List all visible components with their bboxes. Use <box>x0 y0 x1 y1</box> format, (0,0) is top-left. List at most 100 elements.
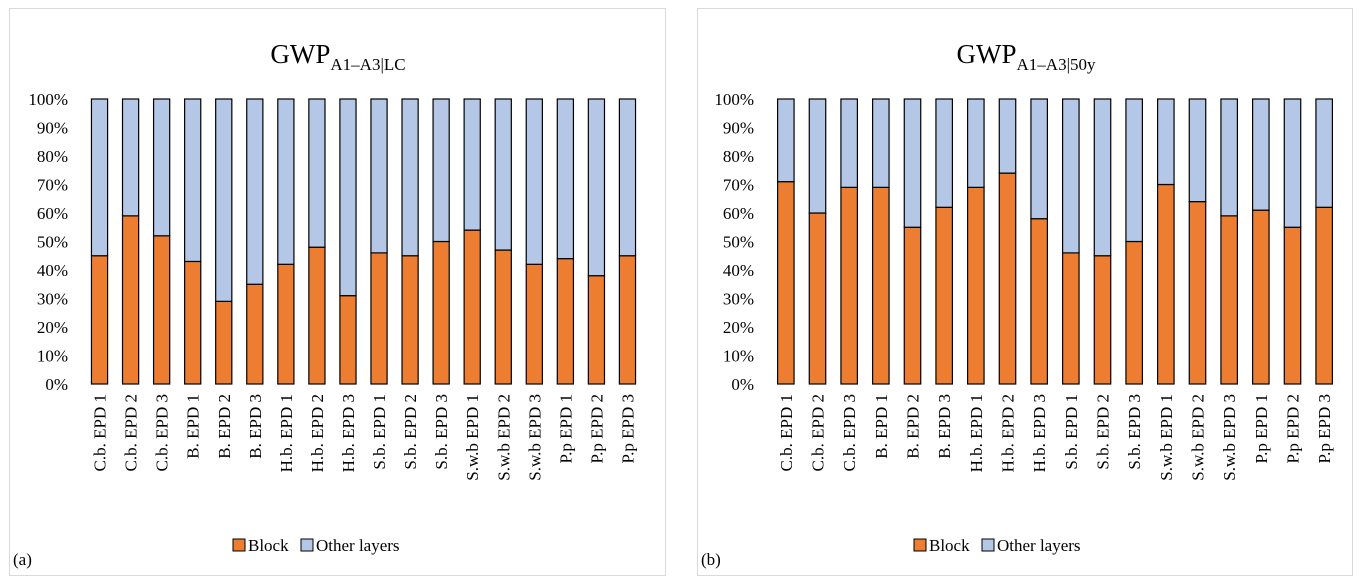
x-category-label: B. EPD 1 <box>872 394 891 459</box>
bar-segment-block <box>277 263 295 385</box>
bar-segment-block <box>1251 209 1270 385</box>
y-tick-label: 30% <box>723 290 754 309</box>
legend-item: Block <box>913 536 970 555</box>
chart-title: GWPA1–A3|50y <box>957 39 1096 74</box>
bar-segment-other-layers <box>556 98 575 260</box>
bar-segment-block <box>967 186 985 385</box>
legend-label: Other layers <box>997 536 1081 555</box>
x-category-label: S.w.b EPD 1 <box>1157 394 1176 481</box>
bar-segment-other-layers <box>808 98 827 214</box>
bar-segment-block <box>1030 218 1048 385</box>
x-category-label: H.b. EPD 1 <box>967 394 986 472</box>
bar-segment-other-layers <box>463 98 481 231</box>
y-tick-label: 20% <box>723 318 754 337</box>
x-category-label: S.b. EPD 2 <box>1094 394 1113 470</box>
x-category-label: S.w.b EPD 3 <box>1220 394 1239 481</box>
x-category-label: P.p EPD 1 <box>556 394 575 463</box>
bar-segment-other-layers <box>1283 98 1302 228</box>
bar-segment-block <box>840 186 859 385</box>
bar-segment-block <box>1315 206 1334 385</box>
bar-segment-block <box>998 172 1017 385</box>
x-category-label: B. EPD 2 <box>215 394 234 459</box>
bar-segment-other-layers <box>1157 98 1175 186</box>
y-tick-label: 50% <box>37 233 68 252</box>
bar-segment-other-layers <box>525 98 543 265</box>
bar-segment-block <box>556 258 575 385</box>
x-category-label: C.b. EPD 3 <box>153 394 172 471</box>
chart-title-main: GWP <box>957 39 1017 69</box>
bar-segment-other-layers <box>215 98 233 302</box>
x-category-label: S.b. EPD 3 <box>1125 394 1144 470</box>
chart-panel-a: GWPA1–A3|LC 0% 10% 20% 30% 40% 50% 60% 70% 80% 90%… <box>9 8 666 576</box>
bar-segment-block <box>215 300 233 385</box>
bar-segment-block <box>121 215 140 385</box>
bar-segment-other-layers <box>618 98 637 257</box>
y-tick-label: 10% <box>37 347 68 366</box>
bar-segment-other-layers <box>152 98 171 237</box>
x-category-label: P.p EPD 2 <box>587 394 606 463</box>
bar-segment-block <box>1283 226 1302 385</box>
bar-segment-block <box>370 252 388 385</box>
y-tick-label: 20% <box>37 318 68 337</box>
bar-segment-block <box>1093 255 1112 385</box>
x-category-label: P.p EPD 2 <box>1284 394 1303 463</box>
bar-segment-block <box>808 212 827 385</box>
bar-segment-other-layers <box>308 98 326 248</box>
y-tick-label: 0% <box>45 375 68 394</box>
y-tick-label: 40% <box>37 261 68 280</box>
bar-segment-block <box>463 229 481 385</box>
panel-label: (a) <box>13 550 32 569</box>
y-tick-label: 100% <box>714 90 754 109</box>
bar-segment-other-layers <box>401 98 419 257</box>
bar-segment-other-layers <box>121 98 140 217</box>
bar-segment-block <box>494 249 512 385</box>
bar-segment-block <box>618 255 637 385</box>
x-category-label: S.w.b EPD 2 <box>494 394 513 481</box>
bar-segment-block <box>90 255 109 385</box>
bar-segment-other-layers <box>935 98 954 208</box>
legend-item: Other layers <box>981 536 1081 555</box>
bar-segment-other-layers <box>1251 98 1270 211</box>
x-category-label: P.p EPD 3 <box>1315 394 1334 463</box>
x-category-label: C.b. EPD 2 <box>122 394 141 471</box>
x-category-label: H.b. EPD 2 <box>308 394 327 472</box>
x-category-label: C.b. EPD 3 <box>840 394 859 471</box>
bar-segment-block <box>1062 252 1080 385</box>
bar-segment-block <box>872 186 890 385</box>
bar-segment-other-layers <box>903 98 922 228</box>
bar-segment-other-layers <box>184 98 202 263</box>
bar-segment-other-layers <box>1125 98 1143 243</box>
legend-swatch <box>913 538 927 552</box>
bar-segment-other-layers <box>370 98 388 254</box>
bar-segment-other-layers <box>1093 98 1112 257</box>
legend-swatch <box>232 538 246 552</box>
bar-segment-block <box>776 181 795 385</box>
y-tick-label: 30% <box>37 290 68 309</box>
x-category-label: P.p EPD 3 <box>618 394 637 463</box>
legend-label: Block <box>929 536 970 555</box>
y-tick-label: 70% <box>723 176 754 195</box>
bar-segment-block <box>525 263 543 385</box>
x-category-label: B. EPD 1 <box>184 394 203 459</box>
bar-segment-other-layers <box>246 98 264 285</box>
bar-segment-other-layers <box>1188 98 1207 203</box>
legend-label: Block <box>248 536 289 555</box>
bar-segment-block <box>184 260 202 385</box>
bar-segment-other-layers <box>776 98 795 183</box>
y-tick-label: 70% <box>37 176 68 195</box>
legend-label: Other layers <box>316 536 400 555</box>
x-category-label: P.p EPD 1 <box>1252 394 1271 463</box>
chart-b-svg: GWPA1–A3|50y 0% 10% 20% 30% 40% 50% 60% 70% 80% 90… <box>701 39 1334 569</box>
x-category-label: H.b. EPD 2 <box>999 394 1018 472</box>
bar-segment-block <box>401 255 419 385</box>
bar-segment-block <box>308 246 326 385</box>
y-tick-label: 100% <box>28 90 68 109</box>
x-category-label: C.b. EPD 1 <box>91 394 110 471</box>
bar-segment-other-layers <box>998 98 1017 174</box>
bar-segment-block <box>1188 201 1207 385</box>
y-tick-label: 90% <box>37 119 68 138</box>
y-tick-label: 60% <box>37 204 68 223</box>
bar-segment-other-layers <box>90 98 109 257</box>
y-tick-label: 80% <box>723 147 754 166</box>
bar-segment-other-layers <box>587 98 606 277</box>
